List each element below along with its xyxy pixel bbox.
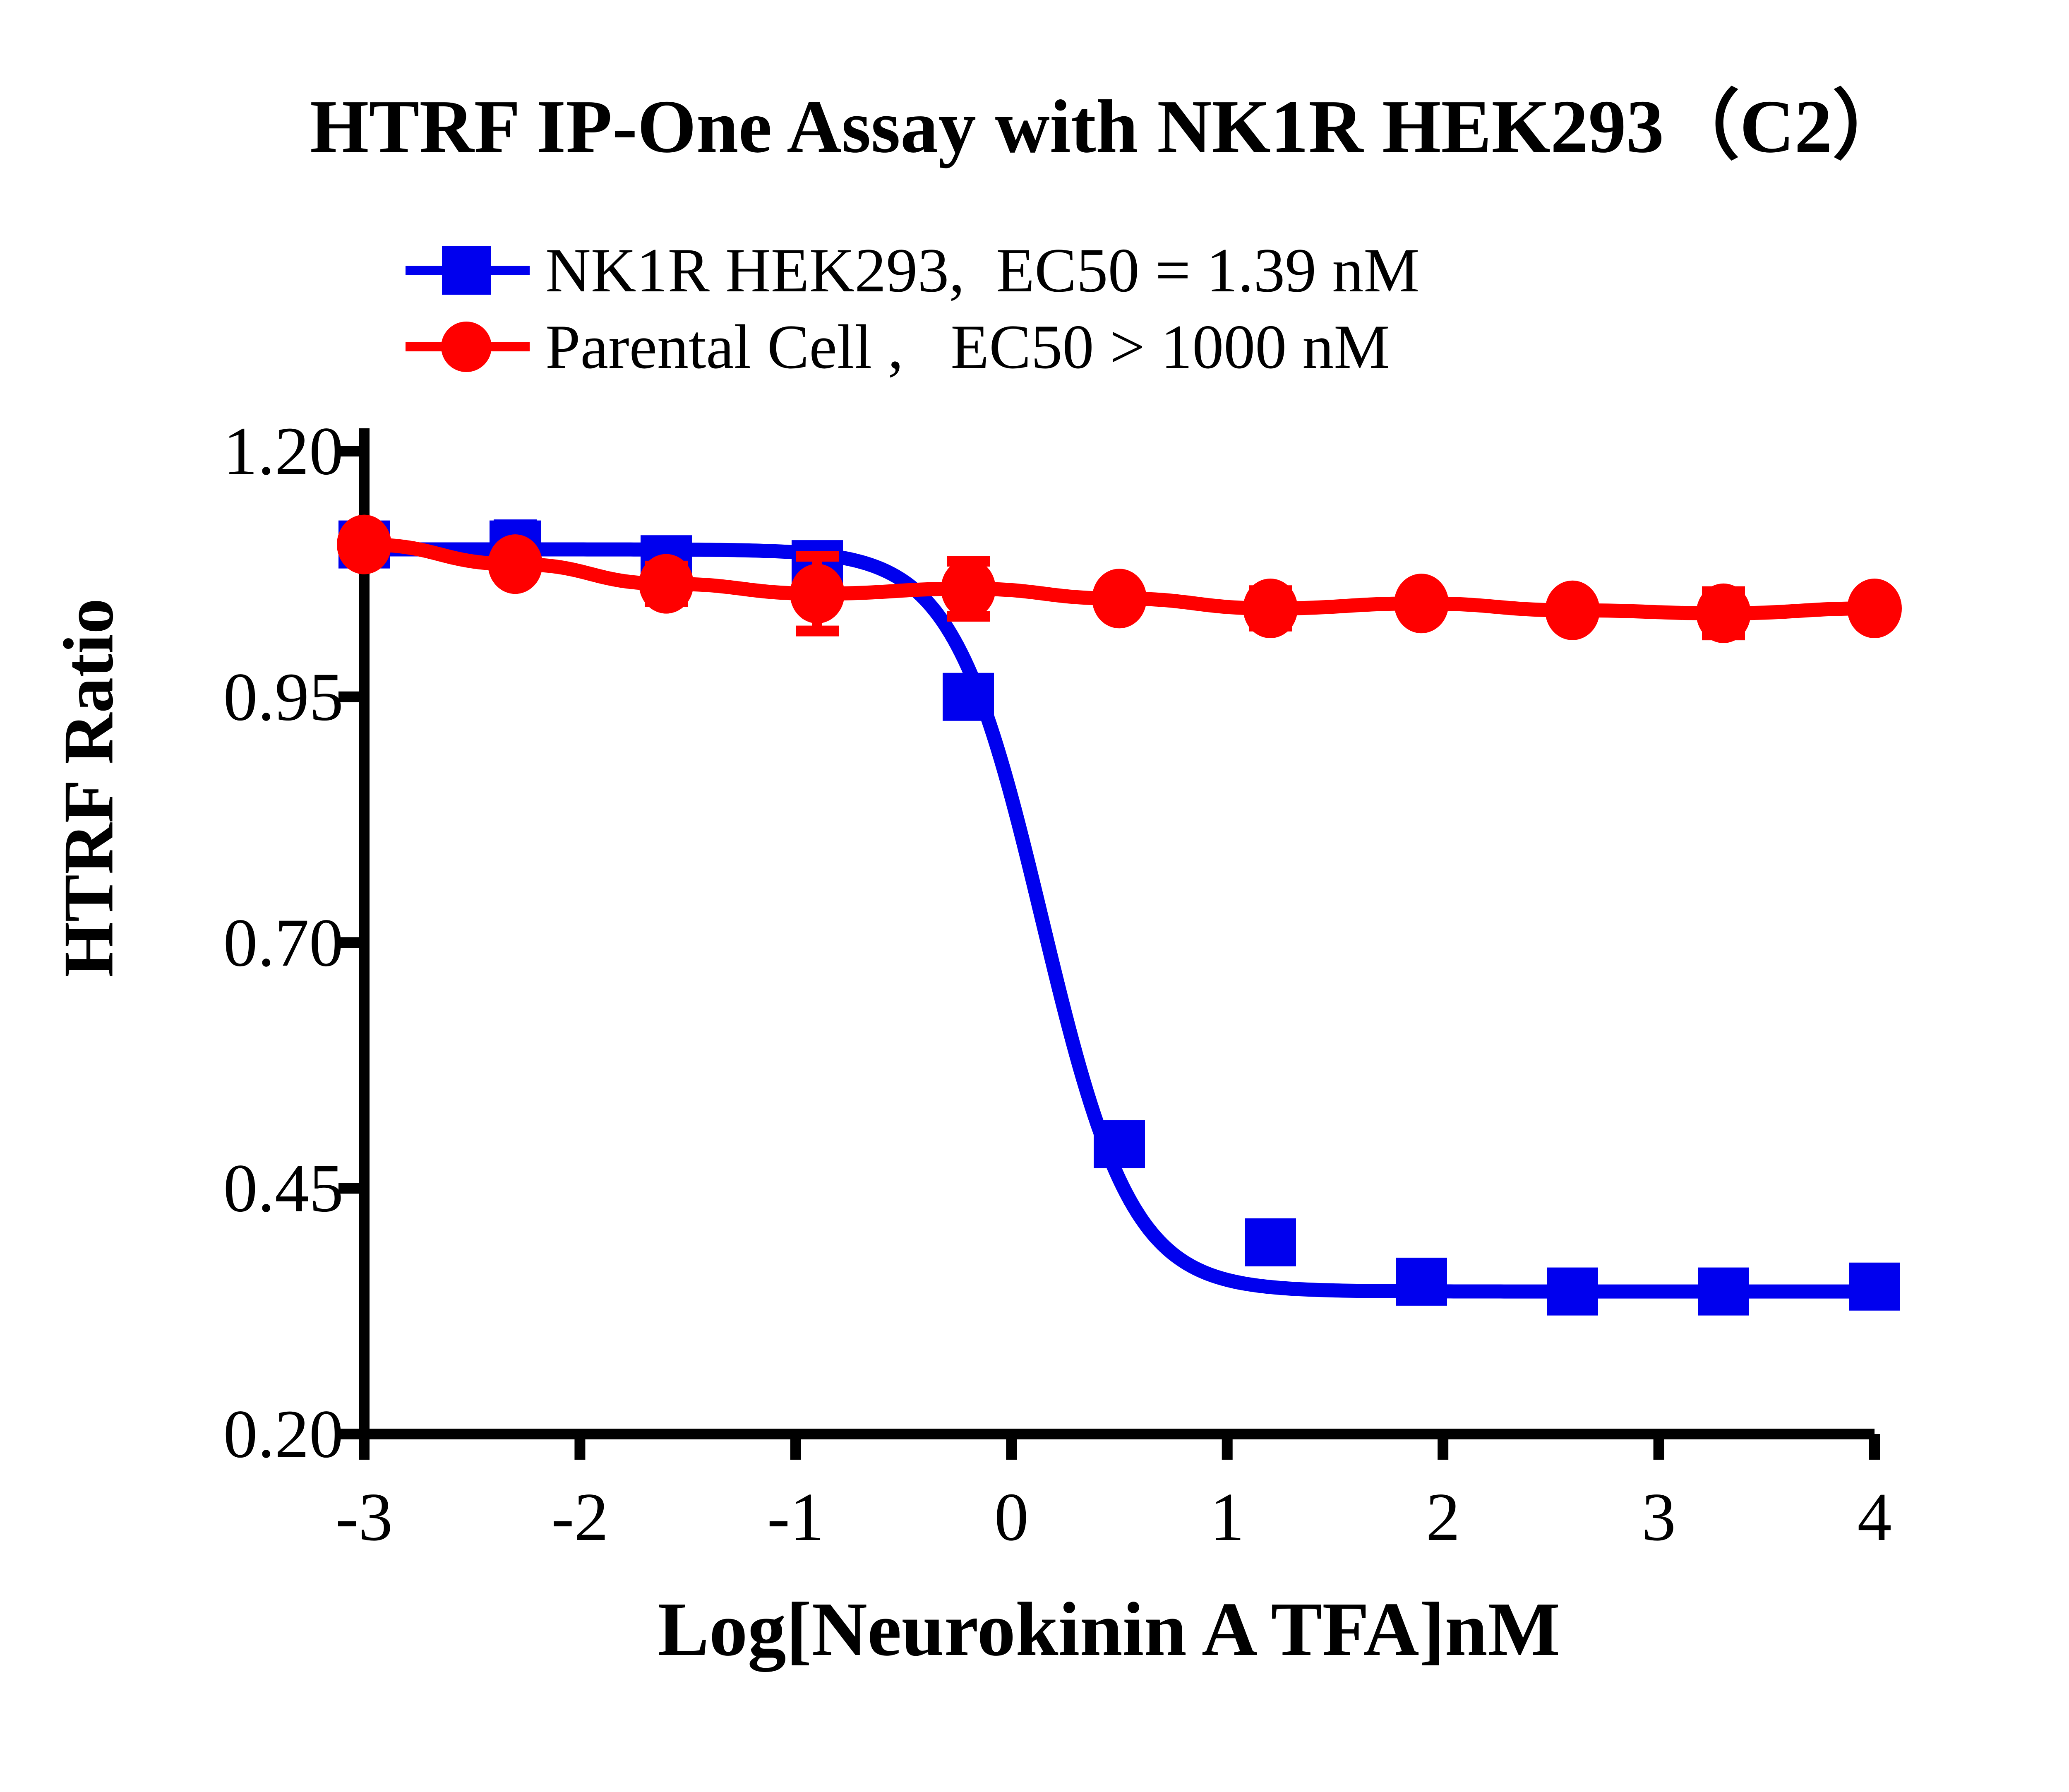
y-tick-label: 0.95 [223,658,344,735]
x-tick-label: -2 [551,1479,609,1555]
legend-item-nk1r: NK1R HEK293, EC50 = 1.39 nM [406,232,1812,308]
blue-fit-curve [357,542,1882,1299]
data-point-square [1245,1218,1296,1266]
data-point-circle [941,559,996,619]
legend-marker-square-icon [406,245,530,295]
data-point-circle [639,554,694,614]
data-point-circle [1092,569,1147,629]
data-point-circle [1394,574,1449,634]
x-tick-label: -3 [335,1479,393,1555]
y-tick-label: 1.20 [223,413,344,489]
legend-marker-circle-icon [406,321,530,372]
data-point-circle [1847,579,1902,638]
x-axis-title: Log[Neurokinin A TFA]nM [658,1587,1560,1672]
x-tick-label: -1 [767,1479,824,1555]
data-point-square [1849,1262,1900,1311]
x-tick-label: 4 [1857,1479,1892,1555]
legend-label-parental: Parental Cell , EC50 > 1000 nM [545,312,1390,382]
data-point-circle [1696,583,1751,643]
data-point-circle [337,514,391,574]
y-tick-label: 0.20 [223,1396,344,1472]
y-tick-label: 0.45 [223,1150,344,1226]
data-point-square [1547,1267,1598,1316]
data-point-circle [1545,580,1600,640]
data-point-circle [1243,579,1298,638]
legend-label-nk1r: NK1R HEK293, EC50 = 1.39 nM [545,235,1420,305]
data-point-square [943,673,994,721]
data-point-circle [488,534,542,594]
x-tick-label: 2 [1426,1479,1460,1555]
x-tick-label: 1 [1210,1479,1245,1555]
chart-title: HTRF IP-One Assay with NK1R HEK293（C2） [310,84,1908,168]
data-point-square [1698,1267,1749,1316]
data-point-circle [790,564,845,624]
x-tick-label: 0 [994,1479,1029,1555]
data-point-square [1396,1257,1447,1306]
legend-item-parental: Parental Cell , EC50 > 1000 nM [406,308,1812,385]
y-tick-label: 0.70 [223,904,344,980]
chart-legend: NK1R HEK293, EC50 = 1.39 nM Parental Cel… [406,232,1812,385]
data-point-square [1094,1120,1145,1168]
x-tick-label: 3 [1642,1479,1676,1555]
